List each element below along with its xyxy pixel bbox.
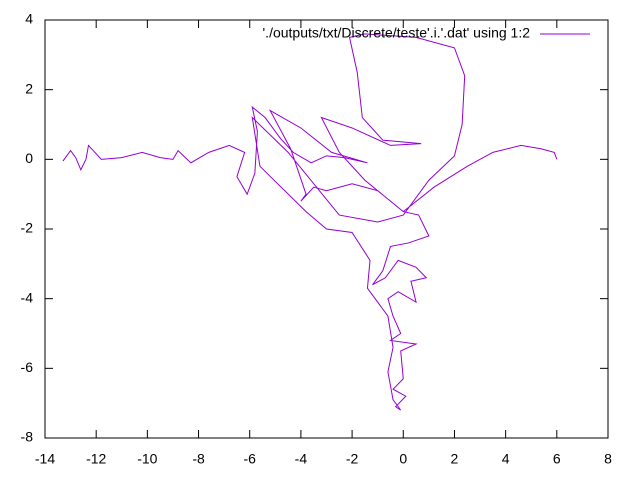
x-tick-label: -12 [86,451,106,467]
x-tick-label: -4 [295,451,308,467]
x-tick-label: 0 [399,451,407,467]
y-tick-label: 2 [25,80,33,96]
x-tick-label: 2 [451,451,459,467]
y-tick-label: -6 [21,359,34,375]
y-tick-label: -8 [21,429,34,445]
x-tick-label: 6 [553,451,561,467]
legend-label: './outputs/txt/Discrete/teste'.i.'.dat' … [263,25,531,41]
x-tick-label: -6 [244,451,257,467]
x-tick-label: 8 [604,451,612,467]
y-tick-label: 4 [25,11,33,27]
y-tick-label: -2 [21,220,34,236]
x-tick-label: -2 [346,451,359,467]
y-tick-label: 0 [25,150,33,166]
data-line [62,33,558,411]
y-tick-label: -4 [21,289,34,305]
x-tick-label: -14 [35,451,55,467]
x-tick-label: -10 [137,451,157,467]
x-tick-label: 4 [502,451,510,467]
x-tick-label: -8 [192,451,205,467]
